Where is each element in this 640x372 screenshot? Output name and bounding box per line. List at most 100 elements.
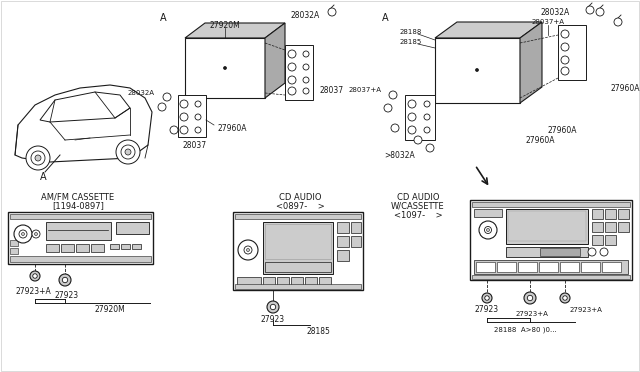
Circle shape — [62, 277, 68, 283]
Bar — [263, 222, 333, 274]
Circle shape — [486, 228, 490, 231]
Polygon shape — [40, 92, 130, 122]
Circle shape — [414, 136, 422, 144]
Bar — [472, 275, 630, 279]
Text: 27960A: 27960A — [218, 124, 248, 132]
Bar — [474, 260, 628, 274]
Polygon shape — [435, 38, 520, 103]
Bar — [265, 262, 331, 272]
Bar — [497, 262, 516, 272]
Bar — [265, 224, 331, 259]
Bar — [540, 248, 580, 256]
Circle shape — [195, 101, 201, 107]
Bar — [405, 95, 435, 140]
Bar — [233, 212, 363, 290]
Text: <0897-    >: <0897- > — [276, 202, 324, 211]
Circle shape — [424, 127, 430, 133]
Bar — [560, 262, 579, 272]
Text: 28037+A: 28037+A — [531, 19, 564, 25]
Circle shape — [303, 88, 309, 94]
Bar — [305, 277, 317, 287]
Bar — [506, 247, 588, 257]
Polygon shape — [435, 22, 542, 38]
Circle shape — [170, 126, 178, 134]
Circle shape — [31, 151, 45, 165]
Bar — [605, 222, 616, 232]
Text: 28037+A: 28037+A — [349, 87, 382, 93]
Circle shape — [303, 51, 309, 57]
Circle shape — [163, 93, 171, 101]
Circle shape — [328, 8, 336, 16]
Bar — [91, 244, 104, 252]
Circle shape — [26, 146, 50, 170]
Text: 27920M: 27920M — [210, 20, 241, 29]
Text: 27923: 27923 — [475, 305, 499, 314]
Bar — [235, 284, 361, 289]
Polygon shape — [520, 22, 542, 103]
Bar — [476, 262, 495, 272]
Bar — [470, 200, 632, 280]
Circle shape — [561, 56, 569, 64]
Circle shape — [561, 43, 569, 51]
Circle shape — [59, 274, 71, 286]
Circle shape — [384, 104, 392, 112]
Bar — [178, 95, 206, 137]
Bar — [10, 256, 151, 262]
Bar — [10, 214, 151, 219]
Text: 28032A: 28032A — [540, 7, 570, 16]
Circle shape — [223, 67, 227, 70]
Circle shape — [267, 301, 279, 313]
Circle shape — [476, 68, 479, 71]
Bar — [291, 277, 303, 287]
Bar — [506, 209, 588, 244]
Circle shape — [596, 8, 604, 16]
Circle shape — [588, 248, 596, 256]
Text: AM/FM CASSETTE: AM/FM CASSETTE — [42, 192, 115, 202]
Bar — [337, 250, 349, 261]
Circle shape — [479, 221, 497, 239]
Circle shape — [30, 271, 40, 281]
Circle shape — [244, 246, 252, 254]
Bar — [319, 277, 331, 287]
Text: CD AUDIO: CD AUDIO — [279, 192, 321, 202]
Circle shape — [158, 103, 166, 111]
Circle shape — [121, 145, 135, 159]
Circle shape — [426, 144, 434, 152]
Circle shape — [125, 149, 131, 155]
Bar — [116, 222, 149, 234]
Bar — [592, 209, 603, 219]
Circle shape — [246, 248, 250, 251]
Bar — [76, 244, 89, 252]
Bar — [592, 222, 603, 232]
Bar — [277, 277, 289, 287]
Bar — [10, 240, 18, 246]
Circle shape — [35, 232, 38, 235]
Circle shape — [195, 127, 201, 133]
Circle shape — [270, 304, 276, 310]
Circle shape — [586, 6, 594, 14]
Circle shape — [19, 230, 27, 238]
Circle shape — [482, 293, 492, 303]
Text: A: A — [381, 13, 388, 23]
Circle shape — [561, 30, 569, 38]
Bar — [581, 262, 600, 272]
Circle shape — [560, 293, 570, 303]
Circle shape — [563, 296, 567, 300]
Circle shape — [116, 140, 140, 164]
Circle shape — [288, 63, 296, 71]
Text: >8032A: >8032A — [385, 151, 415, 160]
Text: 27923: 27923 — [55, 291, 79, 299]
Circle shape — [180, 100, 188, 108]
Circle shape — [424, 114, 430, 120]
Bar — [61, 244, 74, 252]
Circle shape — [391, 124, 399, 132]
Text: A: A — [160, 13, 166, 23]
Text: W/CASSETTE: W/CASSETTE — [391, 202, 445, 211]
Polygon shape — [15, 85, 152, 162]
Text: <1097-    >: <1097- > — [394, 211, 442, 219]
Text: 28185: 28185 — [400, 39, 422, 45]
Circle shape — [389, 91, 397, 99]
Text: 27960A: 27960A — [611, 83, 640, 93]
Bar — [8, 212, 153, 264]
Bar — [558, 25, 586, 80]
